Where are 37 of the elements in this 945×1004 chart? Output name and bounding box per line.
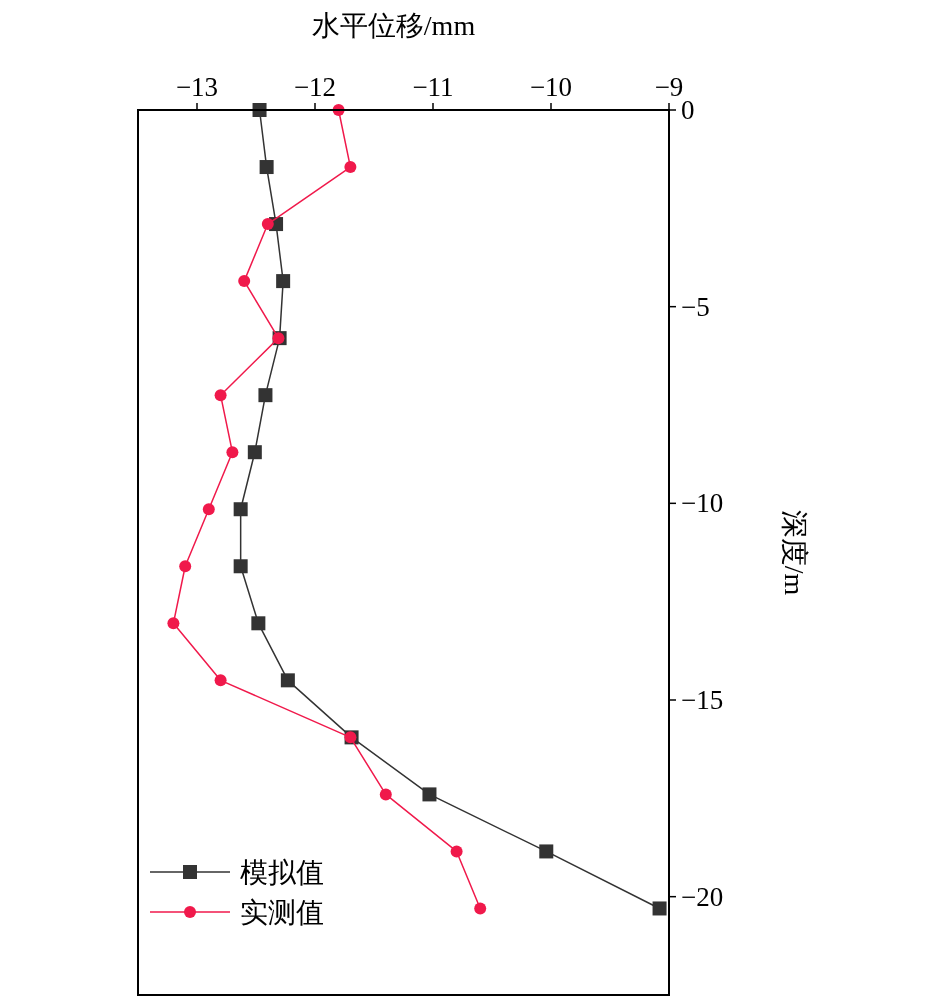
- point: [539, 844, 554, 859]
- point: [259, 160, 274, 175]
- point: [276, 274, 291, 289]
- y-tick-label: 0: [681, 95, 695, 125]
- point: [179, 560, 192, 573]
- point: [280, 673, 295, 688]
- x-tick-label: −12: [293, 72, 337, 102]
- point: [238, 275, 251, 288]
- y-tick-label: −15: [681, 685, 724, 715]
- y-tick-label: −10: [681, 488, 724, 519]
- point: [652, 901, 667, 916]
- legend-label: 模拟值: [240, 857, 324, 888]
- x-axis-title: 水平位移/mm: [311, 10, 476, 41]
- y-tick-label: −5: [681, 291, 710, 322]
- point: [226, 446, 239, 459]
- point: [214, 389, 227, 402]
- point: [474, 902, 487, 915]
- point: [214, 674, 227, 687]
- point: [344, 161, 357, 174]
- point: [422, 787, 437, 802]
- point: [202, 503, 215, 516]
- point: [258, 388, 273, 403]
- y-axis-title: 深度/m: [779, 509, 810, 596]
- x-tick-label: −9: [654, 72, 684, 102]
- point: [379, 788, 392, 801]
- x-tick-label: −11: [412, 72, 454, 102]
- y-tick-label: −20: [681, 881, 724, 912]
- x-tick-label: −13: [175, 72, 219, 102]
- point: [233, 559, 248, 574]
- point: [247, 445, 262, 460]
- point: [167, 617, 180, 630]
- point: [233, 502, 248, 517]
- x-tick-label: −10: [529, 72, 573, 102]
- point: [251, 616, 266, 631]
- point: [261, 218, 274, 231]
- legend-label: 实测值: [240, 897, 324, 928]
- point: [450, 845, 463, 858]
